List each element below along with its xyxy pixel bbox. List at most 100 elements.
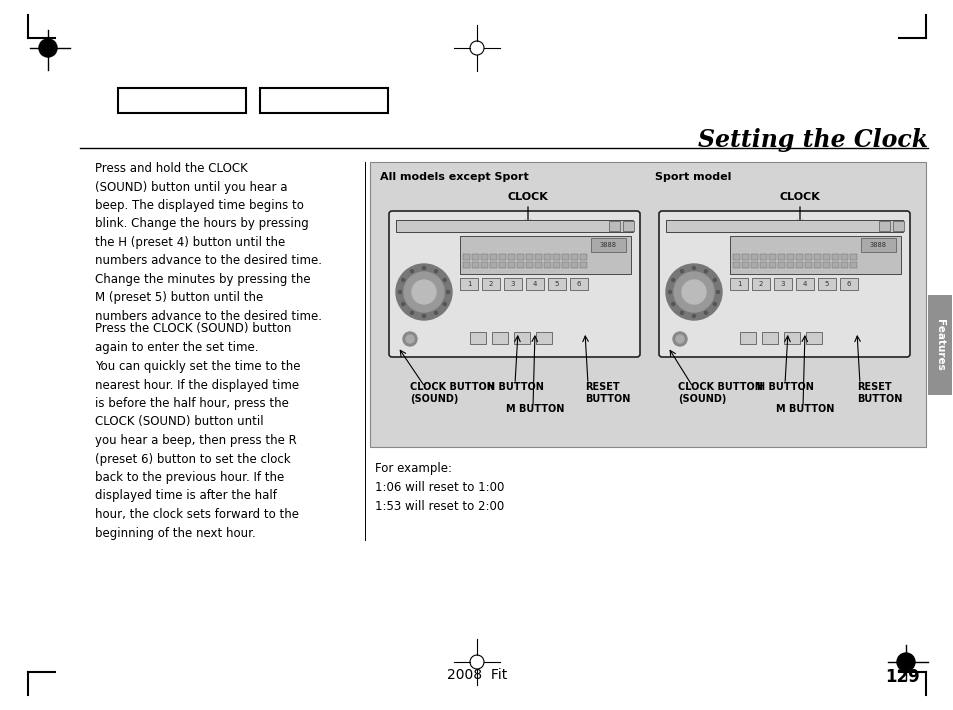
Bar <box>470 332 485 344</box>
Bar <box>490 262 497 268</box>
Bar <box>740 332 755 344</box>
Bar <box>561 262 568 268</box>
Bar <box>841 254 847 260</box>
Bar <box>665 220 902 232</box>
Bar <box>813 262 821 268</box>
Bar <box>729 278 747 290</box>
Circle shape <box>401 278 404 281</box>
Text: 3888: 3888 <box>598 242 616 248</box>
Circle shape <box>665 264 721 320</box>
Bar <box>750 254 758 260</box>
Bar <box>805 332 821 344</box>
Circle shape <box>673 272 713 312</box>
Text: 2: 2 <box>758 281 762 287</box>
Circle shape <box>39 39 57 57</box>
Circle shape <box>896 653 914 671</box>
Text: CLOCK BUTTON
(SOUND): CLOCK BUTTON (SOUND) <box>410 382 495 405</box>
Circle shape <box>668 290 671 293</box>
Text: Setting the Clock: Setting the Clock <box>698 128 927 152</box>
Circle shape <box>406 335 414 343</box>
Circle shape <box>692 266 695 270</box>
Text: RESET
BUTTON: RESET BUTTON <box>856 382 902 405</box>
Bar <box>543 254 551 260</box>
Text: 3: 3 <box>780 281 784 287</box>
Circle shape <box>671 278 674 281</box>
Bar <box>472 262 478 268</box>
Bar <box>579 254 586 260</box>
Circle shape <box>443 302 446 305</box>
Circle shape <box>703 270 707 273</box>
Text: 129: 129 <box>884 668 919 686</box>
Bar <box>547 278 565 290</box>
Bar <box>861 238 895 252</box>
Bar <box>118 88 246 113</box>
Bar <box>849 254 856 260</box>
Bar <box>741 262 748 268</box>
Bar <box>498 262 505 268</box>
Bar <box>608 221 619 231</box>
Bar <box>507 262 515 268</box>
Bar <box>778 254 784 260</box>
Bar <box>786 262 793 268</box>
Circle shape <box>443 278 446 281</box>
Circle shape <box>681 280 705 304</box>
Bar <box>841 262 847 268</box>
Bar <box>498 254 505 260</box>
Bar <box>831 254 838 260</box>
Bar <box>561 254 568 260</box>
Circle shape <box>716 290 719 293</box>
Bar <box>579 262 586 268</box>
Text: 1: 1 <box>736 281 740 287</box>
Circle shape <box>412 280 436 304</box>
Bar <box>732 254 740 260</box>
Text: For example:
1:06 will reset to 1:00
1:53 will reset to 2:00: For example: 1:06 will reset to 1:00 1:5… <box>375 462 504 513</box>
Bar <box>732 262 740 268</box>
Text: 4: 4 <box>802 281 806 287</box>
Bar <box>840 278 857 290</box>
Bar <box>822 254 829 260</box>
Circle shape <box>401 302 404 305</box>
Bar <box>813 254 821 260</box>
Circle shape <box>410 311 413 315</box>
Bar <box>370 162 925 447</box>
Bar <box>768 262 775 268</box>
Bar <box>525 262 533 268</box>
Circle shape <box>692 315 695 317</box>
Circle shape <box>672 332 686 346</box>
Bar <box>492 332 507 344</box>
Bar <box>622 221 634 231</box>
Text: 2: 2 <box>488 281 493 287</box>
Bar <box>525 278 543 290</box>
Bar <box>751 278 769 290</box>
Bar <box>741 254 748 260</box>
Bar <box>795 254 802 260</box>
Text: 2008  Fit: 2008 Fit <box>446 668 507 682</box>
Bar <box>804 262 811 268</box>
Circle shape <box>403 272 443 312</box>
Circle shape <box>713 302 716 305</box>
Bar <box>459 236 630 274</box>
Bar <box>822 262 829 268</box>
Bar <box>878 221 889 231</box>
Bar <box>472 254 478 260</box>
Bar <box>569 278 587 290</box>
Bar <box>260 88 388 113</box>
Text: CLOCK: CLOCK <box>507 192 548 202</box>
Bar <box>773 278 791 290</box>
Circle shape <box>676 335 683 343</box>
Circle shape <box>422 266 425 270</box>
Bar <box>481 278 499 290</box>
Bar <box>927 295 951 395</box>
Bar <box>535 254 541 260</box>
Text: H BUTTON: H BUTTON <box>756 382 813 392</box>
Bar <box>535 262 541 268</box>
Circle shape <box>422 315 425 317</box>
Circle shape <box>398 290 401 293</box>
Bar <box>778 262 784 268</box>
Bar <box>760 254 766 260</box>
Bar <box>892 221 903 231</box>
Bar <box>795 262 802 268</box>
Bar <box>761 332 778 344</box>
Bar <box>760 262 766 268</box>
FancyBboxPatch shape <box>659 211 909 357</box>
